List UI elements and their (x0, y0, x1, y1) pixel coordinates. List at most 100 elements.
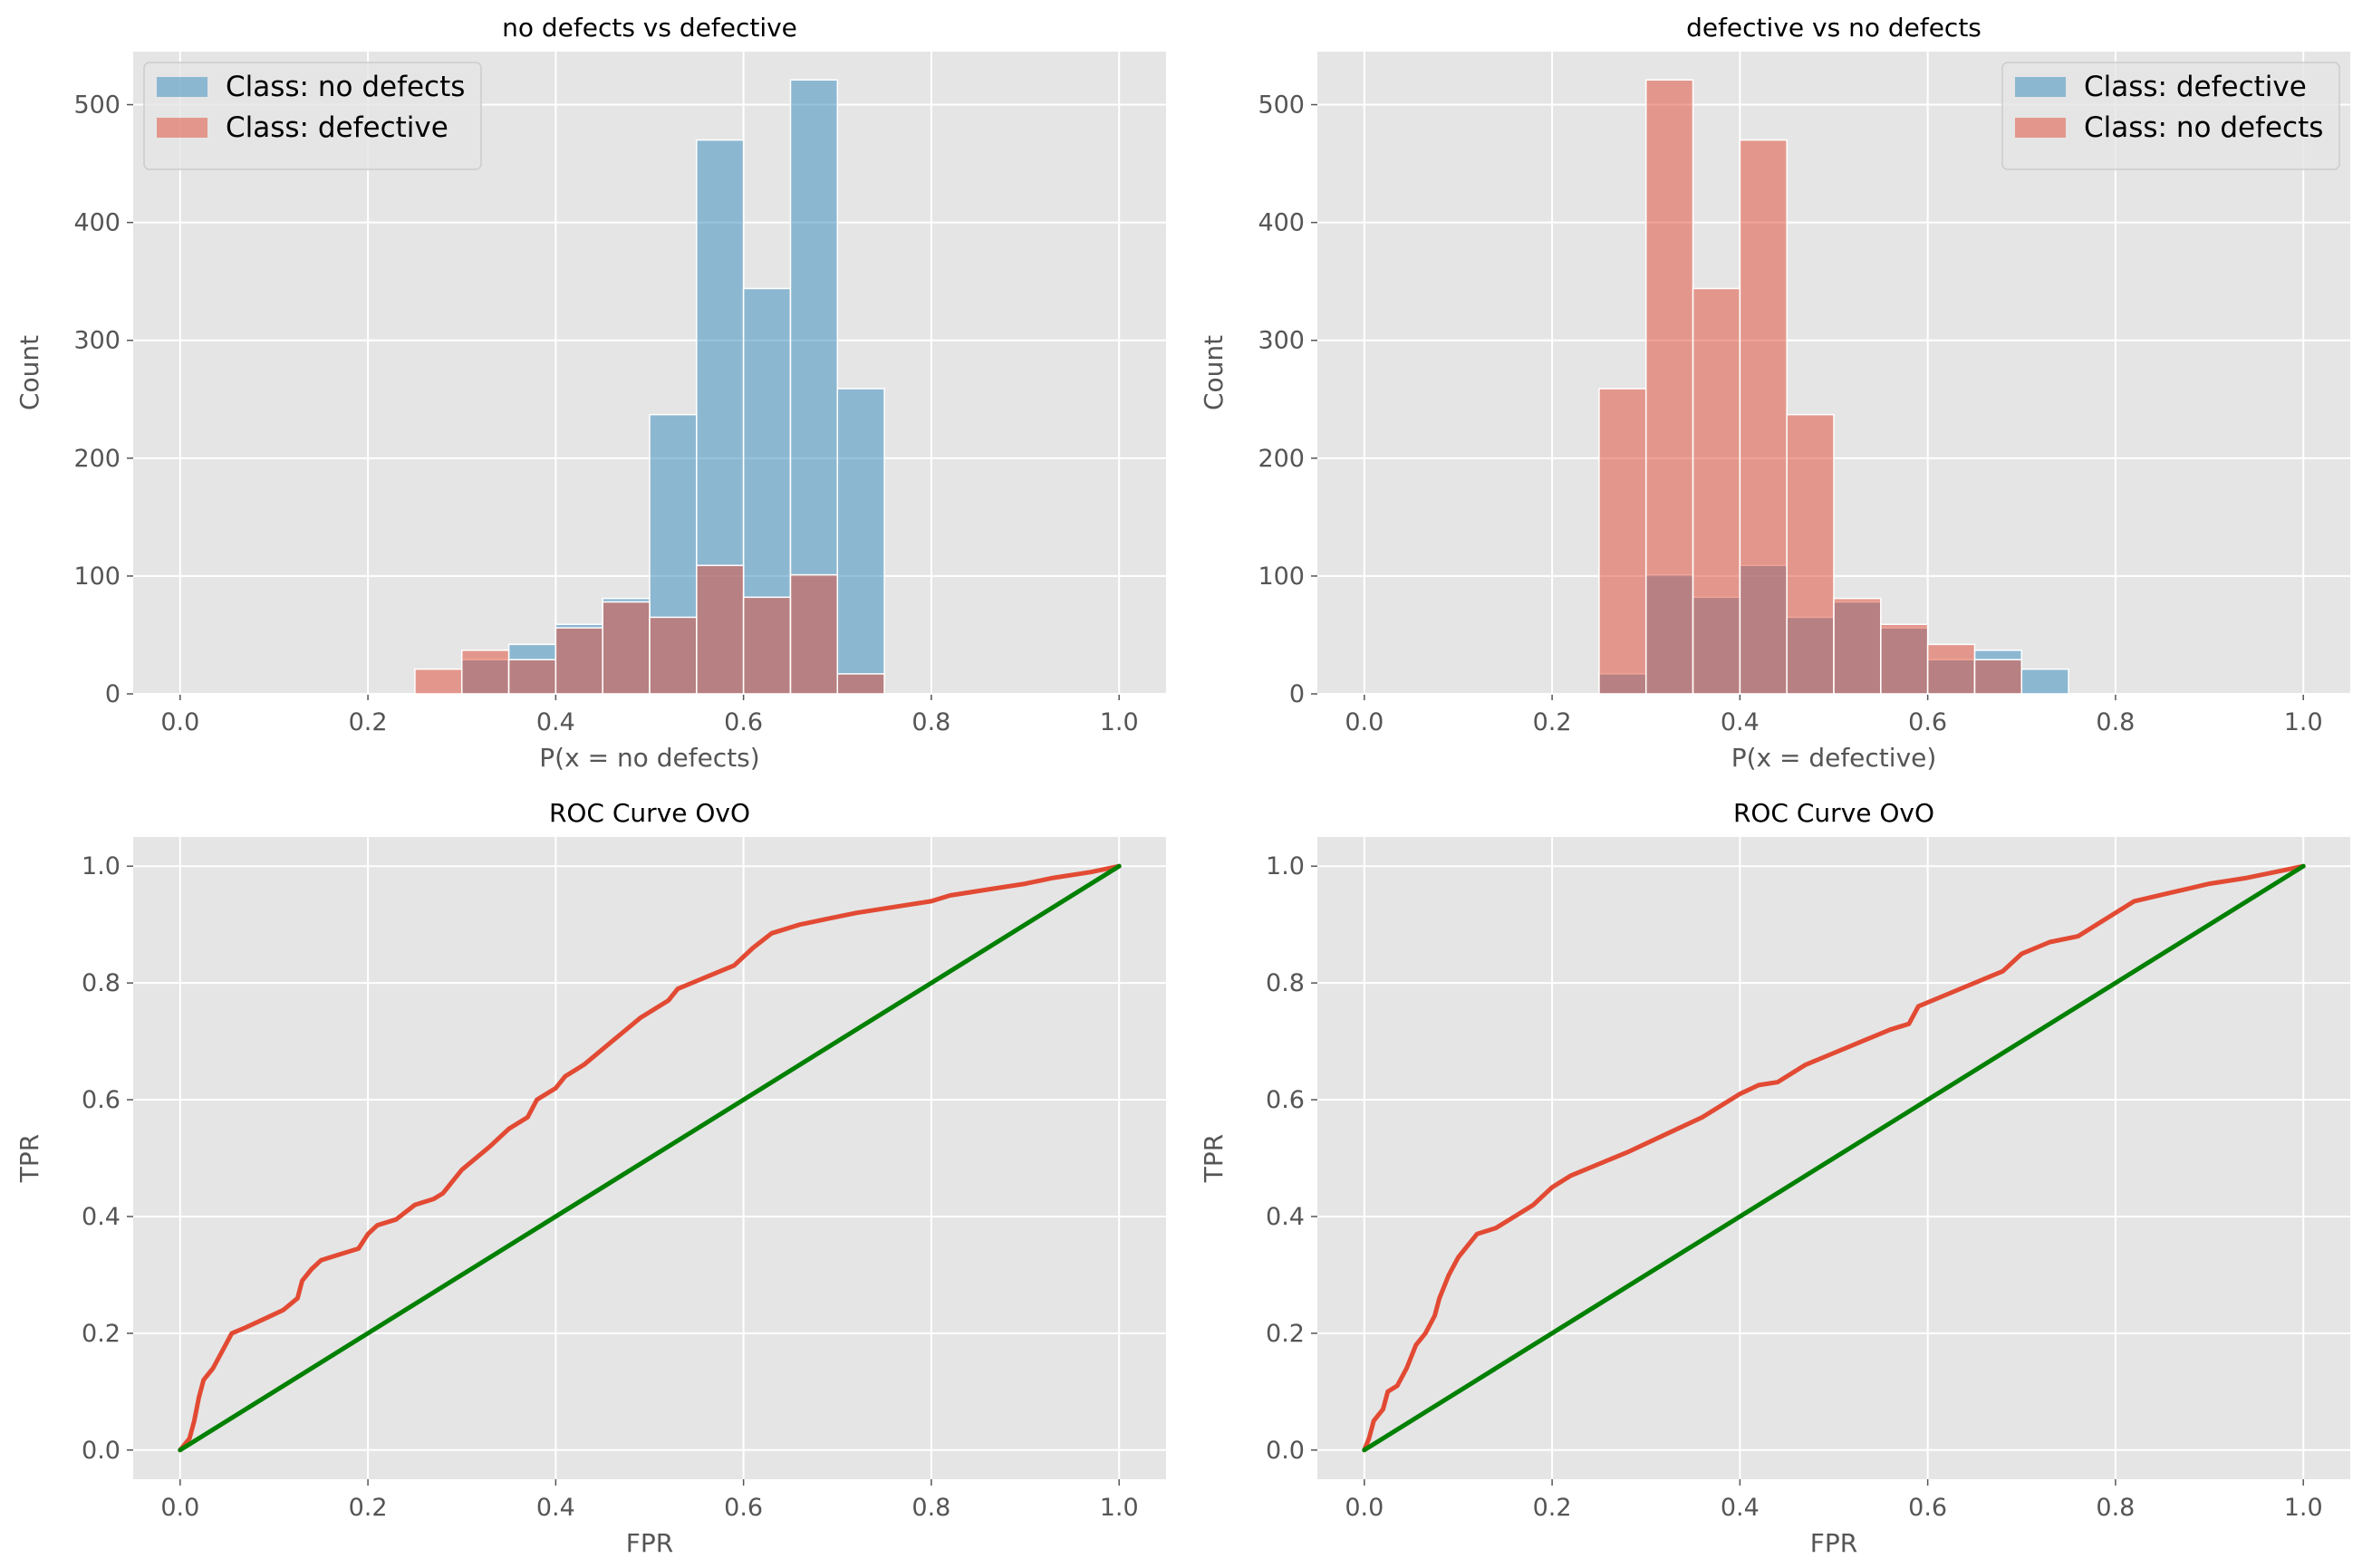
histogram-bar (649, 616, 698, 695)
legend-box (143, 62, 482, 170)
x-axis-label: P(x = no defects) (539, 743, 759, 773)
chart-2: 0.0 0.2 0.4 0.6 0.8 1.0 0 100 200 300 400 500 defect… (1199, 13, 2350, 773)
x-tick-label: 1.0 (2284, 1494, 2323, 1522)
histogram-bar (1739, 139, 1788, 695)
y-axis-label: TPR (1199, 1134, 1229, 1183)
histogram-bar (1692, 287, 1741, 695)
y-tick-label: 0.0 (82, 1437, 121, 1465)
y-tick-label: 0.4 (82, 1203, 121, 1231)
chart-title: defective vs no defects (1686, 13, 1981, 43)
histogram-bar (1880, 623, 1929, 695)
histogram-bar (836, 388, 885, 695)
histogram-bar (1926, 643, 1976, 695)
y-tick-label: 0 (1289, 680, 1305, 708)
legend-box (2001, 62, 2340, 170)
y-tick-label: 300 (73, 327, 121, 355)
y-axis-label: TPR (14, 1134, 44, 1183)
y-tick-label: 400 (73, 209, 121, 237)
x-axis-label: FPR (1810, 1528, 1857, 1558)
y-tick-label: 0.4 (1266, 1203, 1305, 1231)
x-tick-label: 0.6 (724, 1494, 763, 1522)
y-tick-label: 100 (1258, 563, 1305, 591)
histogram-bar (460, 649, 510, 695)
x-tick-label: 0.8 (911, 1494, 950, 1522)
legend-swatch (2015, 118, 2066, 138)
x-tick-label: 0.6 (1908, 1494, 1947, 1522)
chart-title: ROC Curve OvO (1733, 798, 1934, 828)
x-tick-label: 0.8 (911, 708, 950, 736)
chart-3: 0.0 0.2 0.4 0.6 0.8 1.0 0.0 0.2 0.4 0.6 0.8 1.0 ROC … (14, 798, 1166, 1558)
y-tick-label: 500 (73, 91, 121, 120)
histogram-bar (1973, 659, 2023, 695)
x-axis-label: FPR (626, 1528, 673, 1558)
series-2 (1598, 79, 2023, 695)
y-tick-label: 400 (1258, 209, 1305, 237)
x-axis-label: P(x = defective) (1731, 743, 1937, 773)
x-tick-label: 0.2 (349, 1494, 388, 1522)
x-tick-label: 0.4 (1721, 708, 1760, 736)
chart-4: 0.0 0.2 0.4 0.6 0.8 1.0 0.0 0.2 0.4 0.6 0.8 1.0 ROC … (1199, 798, 2350, 1558)
chart-title: no defects vs defective (502, 13, 797, 43)
y-tick-label: 300 (1258, 327, 1305, 355)
legend-swatch (157, 77, 207, 97)
y-tick-label: 0.0 (1266, 1437, 1305, 1465)
legend-swatch (2015, 77, 2066, 97)
histogram-bar (2020, 668, 2069, 695)
legend-label: Class: no defects (2084, 111, 2323, 144)
x-tick-label: 0.8 (2096, 708, 2135, 736)
y-tick-label: 0.6 (82, 1086, 121, 1114)
x-tick-label: 0.0 (160, 708, 199, 736)
x-tick-label: 0.2 (349, 708, 388, 736)
histogram-bar (1833, 597, 1882, 695)
series-2 (414, 564, 885, 695)
chart-title: ROC Curve OvO (549, 798, 750, 828)
legend: Class: defective Class: no defects (2001, 62, 2340, 170)
x-tick-label: 1.0 (2284, 708, 2323, 736)
y-tick-label: 200 (73, 445, 121, 473)
y-tick-label: 1.0 (82, 852, 121, 880)
x-tick-label: 0.8 (2096, 1494, 2135, 1522)
x-tick-label: 0.6 (1908, 708, 1947, 736)
legend-label: Class: defective (2084, 71, 2307, 103)
y-tick-label: 0.8 (1266, 969, 1305, 997)
legend-swatch (157, 118, 207, 138)
histogram-bar (836, 673, 885, 695)
roc-curve-line (178, 863, 1122, 1453)
y-axis-label: Count (14, 335, 44, 410)
chance-diagonal-line (178, 863, 1122, 1453)
x-tick-label: 0.4 (536, 708, 575, 736)
x-tick-label: 1.0 (1100, 708, 1139, 736)
y-tick-label: 0.2 (82, 1320, 121, 1348)
histogram-bar (554, 627, 603, 695)
x-tick-label: 0.0 (1345, 1494, 1384, 1522)
y-tick-label: 0 (105, 680, 121, 708)
y-tick-label: 1.0 (1266, 852, 1305, 880)
y-axis-label: Count (1199, 335, 1229, 410)
histogram-bar (507, 659, 557, 695)
x-tick-label: 0.6 (724, 708, 763, 736)
x-tick-label: 0.0 (1345, 708, 1384, 736)
y-tick-label: 0.2 (1266, 1320, 1305, 1348)
x-tick-label: 0.4 (536, 1494, 575, 1522)
x-tick-label: 0.0 (160, 1494, 199, 1522)
histogram-bar (1786, 413, 1835, 695)
x-tick-label: 1.0 (1100, 1494, 1139, 1522)
histogram-bar (414, 668, 463, 695)
legend: Class: no defects Class: defective (143, 62, 482, 170)
y-tick-label: 100 (73, 563, 121, 591)
histogram-bar (742, 596, 792, 695)
x-tick-label: 0.4 (1721, 1494, 1760, 1522)
y-tick-label: 0.6 (1266, 1086, 1305, 1114)
y-tick-label: 500 (1258, 91, 1305, 120)
histogram-bar (789, 573, 839, 695)
roc-curve-line (1362, 863, 2306, 1453)
legend-label: Class: no defects (226, 71, 465, 103)
histogram-bar (1598, 388, 1647, 695)
histogram-bar (602, 601, 651, 695)
y-tick-label: 0.8 (82, 969, 121, 997)
histogram-bar (1644, 79, 1694, 695)
chart-1: 0.0 0.2 0.4 0.6 0.8 1.0 0 100 200 300 400 500 no def… (14, 13, 1166, 773)
x-tick-label: 0.2 (1533, 708, 1572, 736)
legend-label: Class: defective (226, 111, 448, 144)
